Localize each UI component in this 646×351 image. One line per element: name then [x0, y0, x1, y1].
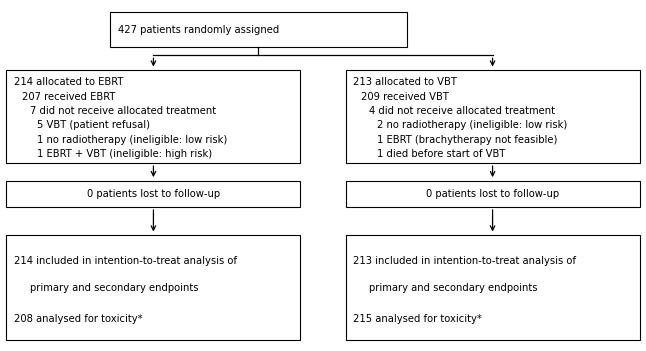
Bar	[346, 70, 640, 163]
Text: 0 patients lost to follow-up: 0 patients lost to follow-up	[87, 189, 220, 199]
Text: 213 included in intention-to-treat analysis of: 213 included in intention-to-treat analy…	[353, 257, 576, 266]
Text: 1 EBRT (brachytherapy not feasible): 1 EBRT (brachytherapy not feasible)	[377, 134, 557, 145]
Text: 208 analysed for toxicity*: 208 analysed for toxicity*	[14, 314, 143, 324]
Text: 214 allocated to EBRT: 214 allocated to EBRT	[14, 77, 123, 87]
Text: 1 no radiotherapy (ineligible: low risk): 1 no radiotherapy (ineligible: low risk)	[37, 134, 228, 145]
Text: 7 did not receive allocated treatment: 7 did not receive allocated treatment	[30, 106, 216, 116]
Text: primary and secondary endpoints: primary and secondary endpoints	[369, 283, 537, 293]
Text: 2 no radiotherapy (ineligible: low risk): 2 no radiotherapy (ineligible: low risk)	[377, 120, 567, 130]
Bar	[6, 235, 300, 340]
Bar	[110, 12, 407, 47]
Text: 213 allocated to VBT: 213 allocated to VBT	[353, 77, 457, 87]
Bar	[6, 70, 300, 163]
Text: 215 analysed for toxicity*: 215 analysed for toxicity*	[353, 314, 482, 324]
Bar	[6, 181, 300, 207]
Bar	[346, 181, 640, 207]
Text: 207 received EBRT: 207 received EBRT	[22, 92, 116, 102]
Text: primary and secondary endpoints: primary and secondary endpoints	[30, 283, 198, 293]
Text: 0 patients lost to follow-up: 0 patients lost to follow-up	[426, 189, 559, 199]
Text: 209 received VBT: 209 received VBT	[361, 92, 449, 102]
Bar	[346, 235, 640, 340]
Text: 427 patients randomly assigned: 427 patients randomly assigned	[118, 25, 279, 35]
Text: 214 included in intention-to-treat analysis of: 214 included in intention-to-treat analy…	[14, 257, 237, 266]
Text: 4 did not receive allocated treatment: 4 did not receive allocated treatment	[369, 106, 555, 116]
Text: 5 VBT (patient refusal): 5 VBT (patient refusal)	[37, 120, 151, 130]
Text: 1 died before start of VBT: 1 died before start of VBT	[377, 149, 505, 159]
Text: 1 EBRT + VBT (ineligible: high risk): 1 EBRT + VBT (ineligible: high risk)	[37, 149, 213, 159]
